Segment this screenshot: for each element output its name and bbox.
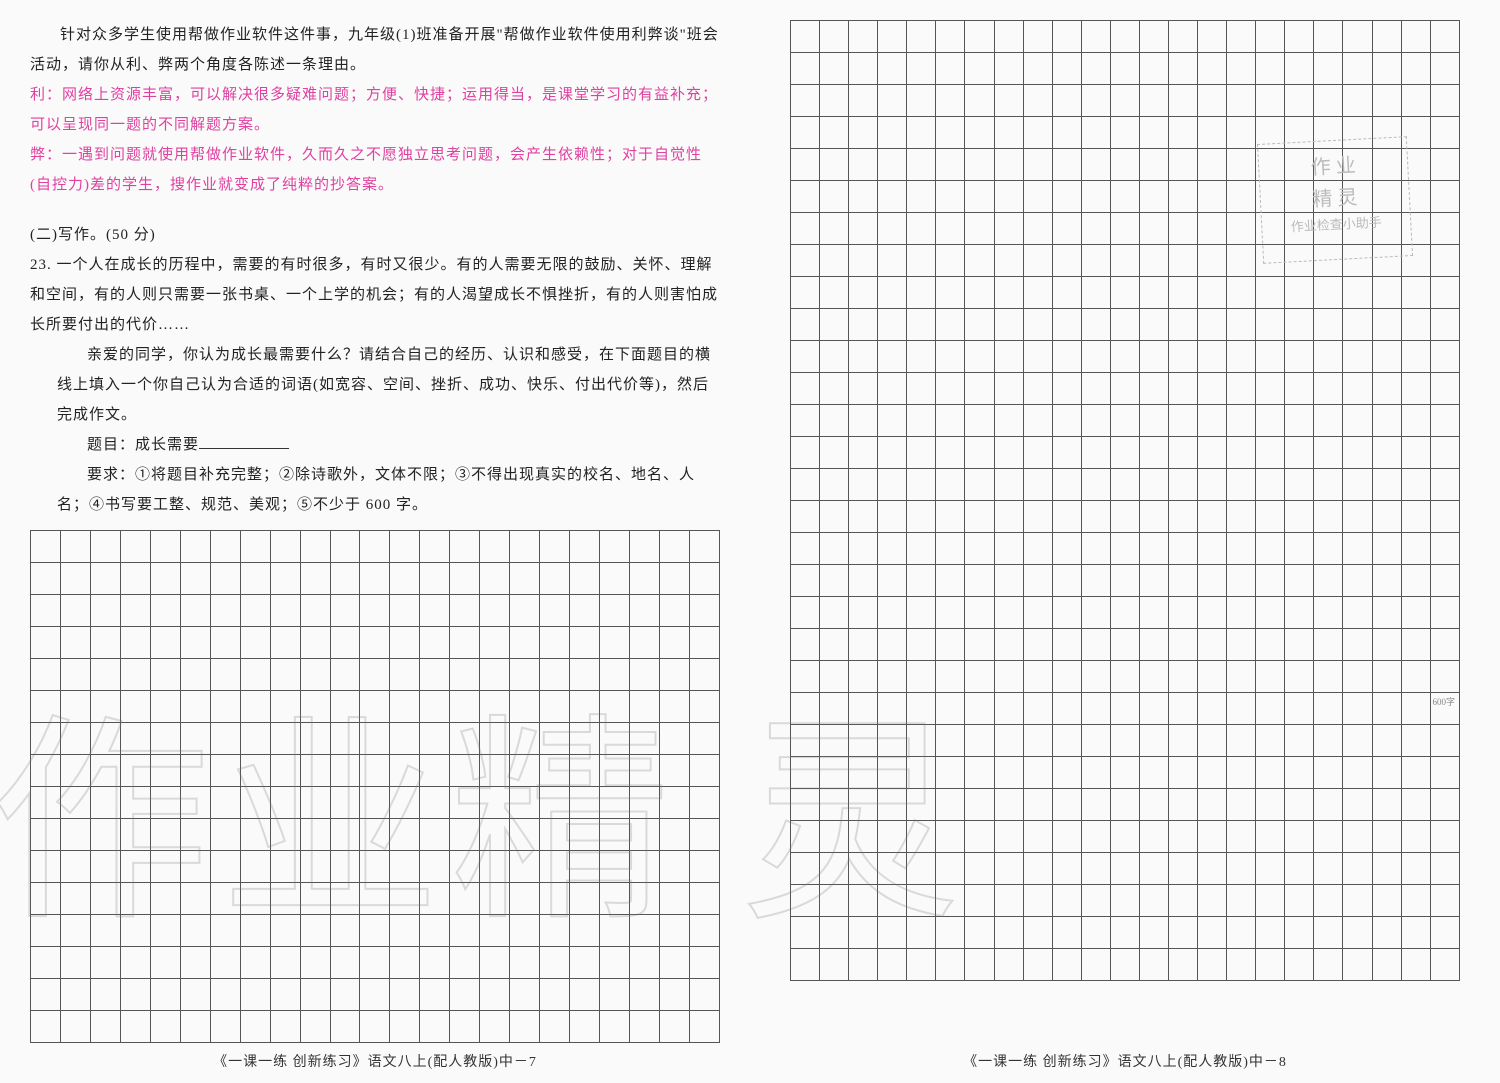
marker-600: 600字 <box>1432 695 1455 708</box>
page-left: 针对众多学生使用帮做作业软件这件事，九年级(1)班准备开展"帮做作业软件使用利弊… <box>0 0 750 1083</box>
answer-bi-text: 一遇到问题就使用帮做作业软件，久而久之不愿独立思考问题，会产生依赖性；对于自觉性… <box>30 147 702 193</box>
q23-p2: 亲爱的同学，你认为成长最需要什么？请结合自己的经历、认识和感受，在下面题目的横线… <box>57 340 720 430</box>
page-right: 作 业 精 灵 作业检查小助手 灵 600字 《一课一练 创新练习》语文八上(配… <box>750 0 1500 1083</box>
q23-number: 23. <box>30 257 57 273</box>
footer-right: 《一课一练 创新练习》语文八上(配人教版)中－8 <box>750 1051 1500 1071</box>
answer-li-text: 网络上资源丰富，可以解决很多疑难问题；方便、快捷；运用得当，是课堂学习的有益补充… <box>30 87 718 133</box>
q23-requirements: 要求：①将题目补充完整；②除诗歌外，文体不限；③不得出现真实的校名、地名、人名；… <box>57 460 720 520</box>
writing-grid-right <box>790 20 1460 981</box>
writing-grid-left <box>30 530 720 1043</box>
answer-bi: 弊：一遇到问题就使用帮做作业软件，久而久之不愿独立思考问题，会产生依赖性；对于自… <box>30 140 720 200</box>
answer-li-label: 利： <box>30 87 62 103</box>
question-23: 23. 一个人在成长的历程中，需要的有时很多，有时又很少。有的人需要无限的鼓励、… <box>30 250 720 520</box>
answer-bi-label: 弊： <box>30 147 62 163</box>
q23-title-label: 题目：成长需要 <box>87 437 199 453</box>
footer-left: 《一课一练 创新练习》语文八上(配人教版)中－7 <box>0 1051 750 1071</box>
fill-blank[interactable] <box>199 434 289 449</box>
q23-title-line: 题目：成长需要 <box>57 430 720 460</box>
q23-p1: 一个人在成长的历程中，需要的有时很多，有时又很少。有的人需要无限的鼓励、关怀、理… <box>30 257 718 333</box>
section-heading: (二)写作。(50 分) <box>30 220 720 250</box>
intro-paragraph: 针对众多学生使用帮做作业软件这件事，九年级(1)班准备开展"帮做作业软件使用利弊… <box>30 20 720 80</box>
answer-li: 利：网络上资源丰富，可以解决很多疑难问题；方便、快捷；运用得当，是课堂学习的有益… <box>30 80 720 140</box>
